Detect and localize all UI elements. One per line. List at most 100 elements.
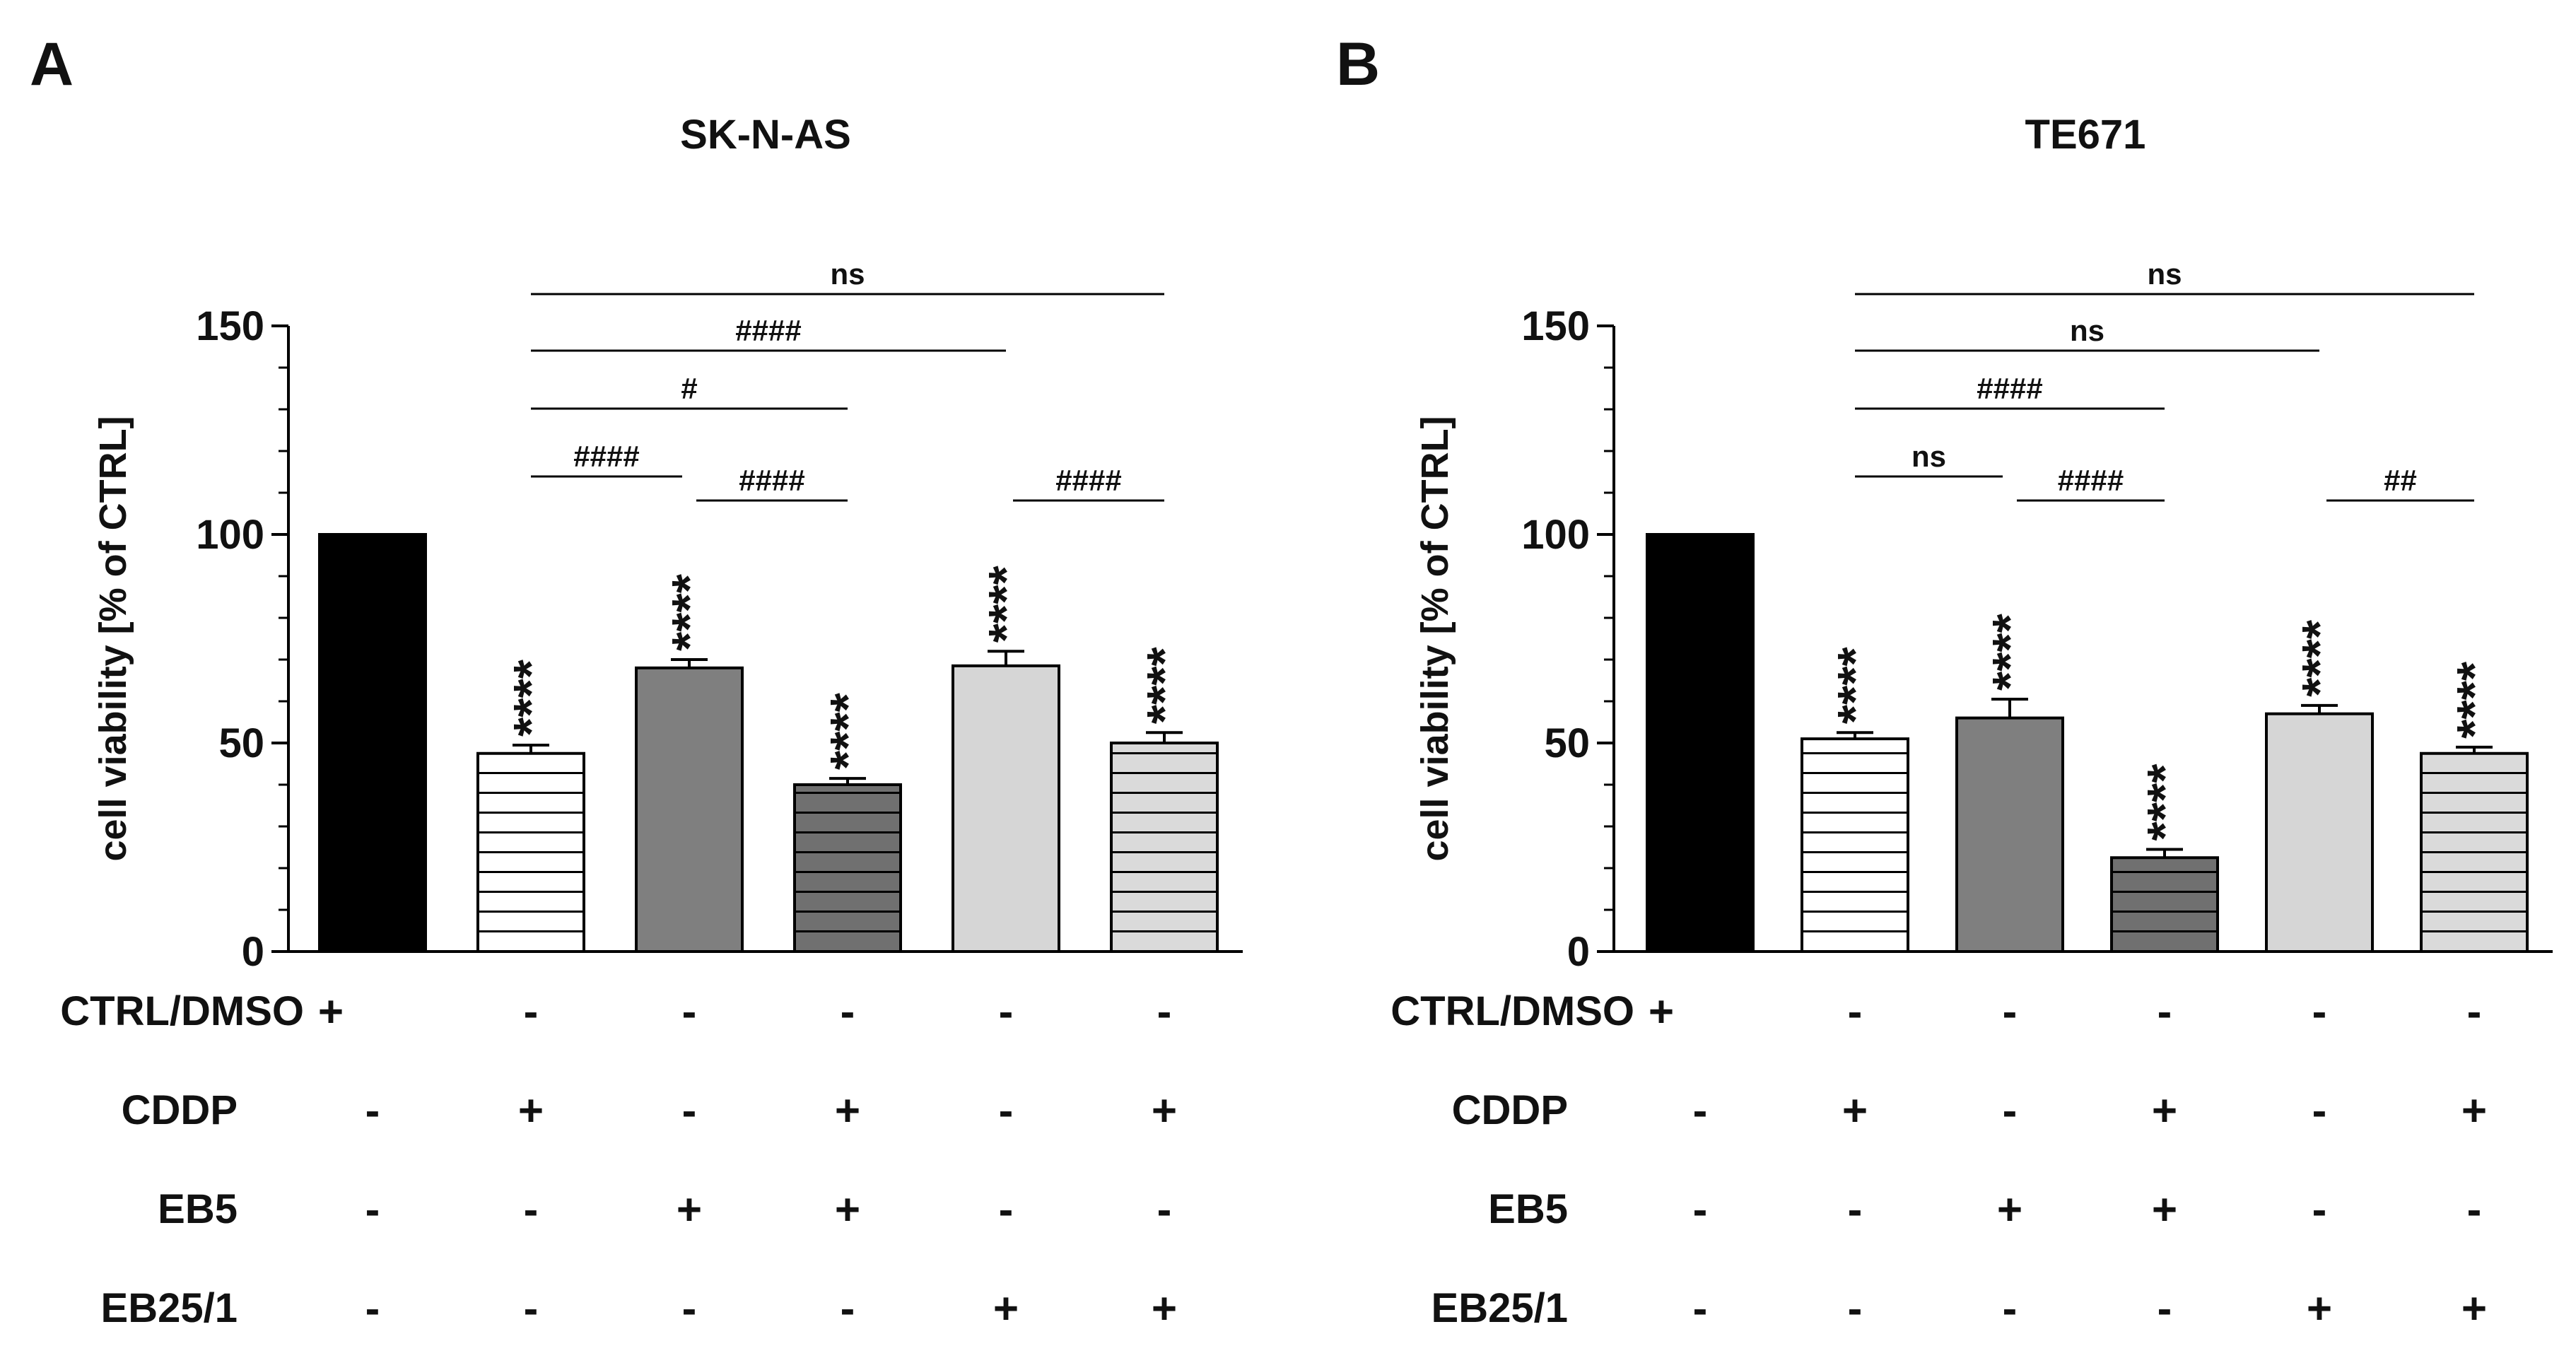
comparison-label: ns [2147,257,2182,291]
panel-label: A [30,30,74,98]
treatment-mark: - [2158,1284,2172,1333]
chart-title: SK-N-AS [680,112,851,158]
treatment-mark: - [2312,1087,2327,1135]
y-axis-label: cell viability [% of CTRL] [92,416,134,861]
treatment-mark: - [2003,1087,2018,1135]
treatment-label: CTRL/DMSO [1391,988,1634,1034]
treatment-mark: + [2307,1284,2332,1333]
treatment-label: CTRL/DMSO [60,988,304,1034]
chart-title: TE671 [2025,112,2146,158]
y-tick-label: 0 [1567,929,1590,975]
treatment-mark: + [1649,988,1674,1036]
y-axis-label: cell viability [% of CTRL] [1414,416,1456,861]
y-tick-label: 150 [196,303,264,349]
y-tick-label: 150 [1521,303,1590,349]
significance-stars: **** [2447,661,2502,739]
bar [1955,716,2064,953]
y-tick-label: 50 [1544,720,1590,766]
significance-stars: **** [1137,647,1192,725]
treatment-mark: - [1848,1284,1863,1333]
panel-label: B [1336,30,1380,98]
treatment-mark: + [835,1087,860,1135]
significance-stars: **** [978,565,1034,643]
bar [2110,856,2219,953]
treatment-mark: + [1152,1087,1177,1135]
bar [476,751,585,953]
treatment-label: CDDP [1452,1087,1568,1133]
treatment-mark: - [2467,1186,2482,1234]
treatment-mark: + [2152,1087,2177,1135]
comparison-label: ns [830,257,865,291]
treatment-mark: - [365,1186,380,1234]
treatment-mark: - [841,988,855,1036]
treatment-mark: + [2461,1284,2487,1333]
treatment-mark: + [993,1284,1019,1333]
treatment-mark: - [999,1186,1014,1234]
treatment-label: CDDP [122,1087,238,1133]
bar [635,666,744,953]
treatment-mark: - [365,1087,380,1135]
significance-stars: **** [662,573,717,651]
treatment-mark: - [2312,1186,2327,1234]
treatment-mark: - [682,1284,697,1333]
treatment-mark: + [2461,1087,2487,1135]
treatment-mark: - [999,1087,1014,1135]
treatment-mark: - [365,1284,380,1333]
treatment-mark: - [524,1186,539,1234]
treatment-mark: - [1693,1087,1708,1135]
treatment-mark: + [835,1186,860,1234]
significance-stars: **** [820,692,875,770]
bar [1110,742,1219,953]
panel-a: A SK-N-AS 0 50 100 150 cell viability [% of CT… [30,30,1243,1333]
treatment-mark: - [1157,1186,1172,1234]
treatment-label: EB25/1 [101,1285,238,1331]
comparison-label: #### [735,314,801,347]
bar [1646,533,1755,953]
significance-stars: **** [503,659,558,737]
y-tick-label: 0 [242,929,264,975]
treatment-label: EB25/1 [1432,1285,1568,1331]
treatment-mark: + [1997,1186,2022,1234]
significance-stars: **** [1982,613,2037,691]
y-tick-label: 50 [218,720,264,766]
treatment-mark: - [1848,1186,1863,1234]
treatment-mark: + [2152,1186,2177,1234]
significance-stars: **** [2137,763,2192,841]
comparison-label: # [681,372,697,405]
bar [2420,751,2529,953]
treatment-label: EB5 [158,1186,238,1232]
treatment-mark: - [2158,988,2172,1036]
comparison-label: #### [1977,372,2042,405]
treatment-mark: - [1693,1284,1708,1333]
treatment-mark: - [524,1284,539,1333]
treatment-label: EB5 [1488,1186,1568,1232]
treatment-mark: - [1693,1186,1708,1234]
bar [1801,737,1909,953]
bar [952,664,1060,953]
panel-b: B TE671 0 50 100 150 cell viability [% of CTRL… [1336,30,2553,1333]
treatment-mark: - [682,1087,697,1135]
treatment-mark: - [1157,988,1172,1036]
bar [2265,712,2374,953]
treatment-mark: - [524,988,539,1036]
treatment-mark: - [2312,988,2327,1036]
y-tick-label: 100 [196,512,264,558]
significance-stars: **** [2292,619,2347,697]
treatment-mark: + [518,1087,544,1135]
treatment-mark: - [2467,988,2482,1036]
treatment-mark: - [682,988,697,1036]
significance-stars: **** [1827,647,1883,725]
treatment-mark: - [2003,988,2018,1036]
comparison-label: #### [2058,464,2124,497]
treatment-mark: - [1848,988,1863,1036]
comparison-label: #### [1055,464,1121,497]
comparison-label: #### [739,464,804,497]
treatment-mark: - [841,1284,855,1333]
comparison-label: ## [2384,464,2417,497]
treatment-mark: + [1152,1284,1177,1333]
treatment-mark: - [2003,1284,2018,1333]
comparison-label: ns [2070,314,2104,347]
bar [793,783,902,953]
treatment-mark: + [318,988,344,1036]
